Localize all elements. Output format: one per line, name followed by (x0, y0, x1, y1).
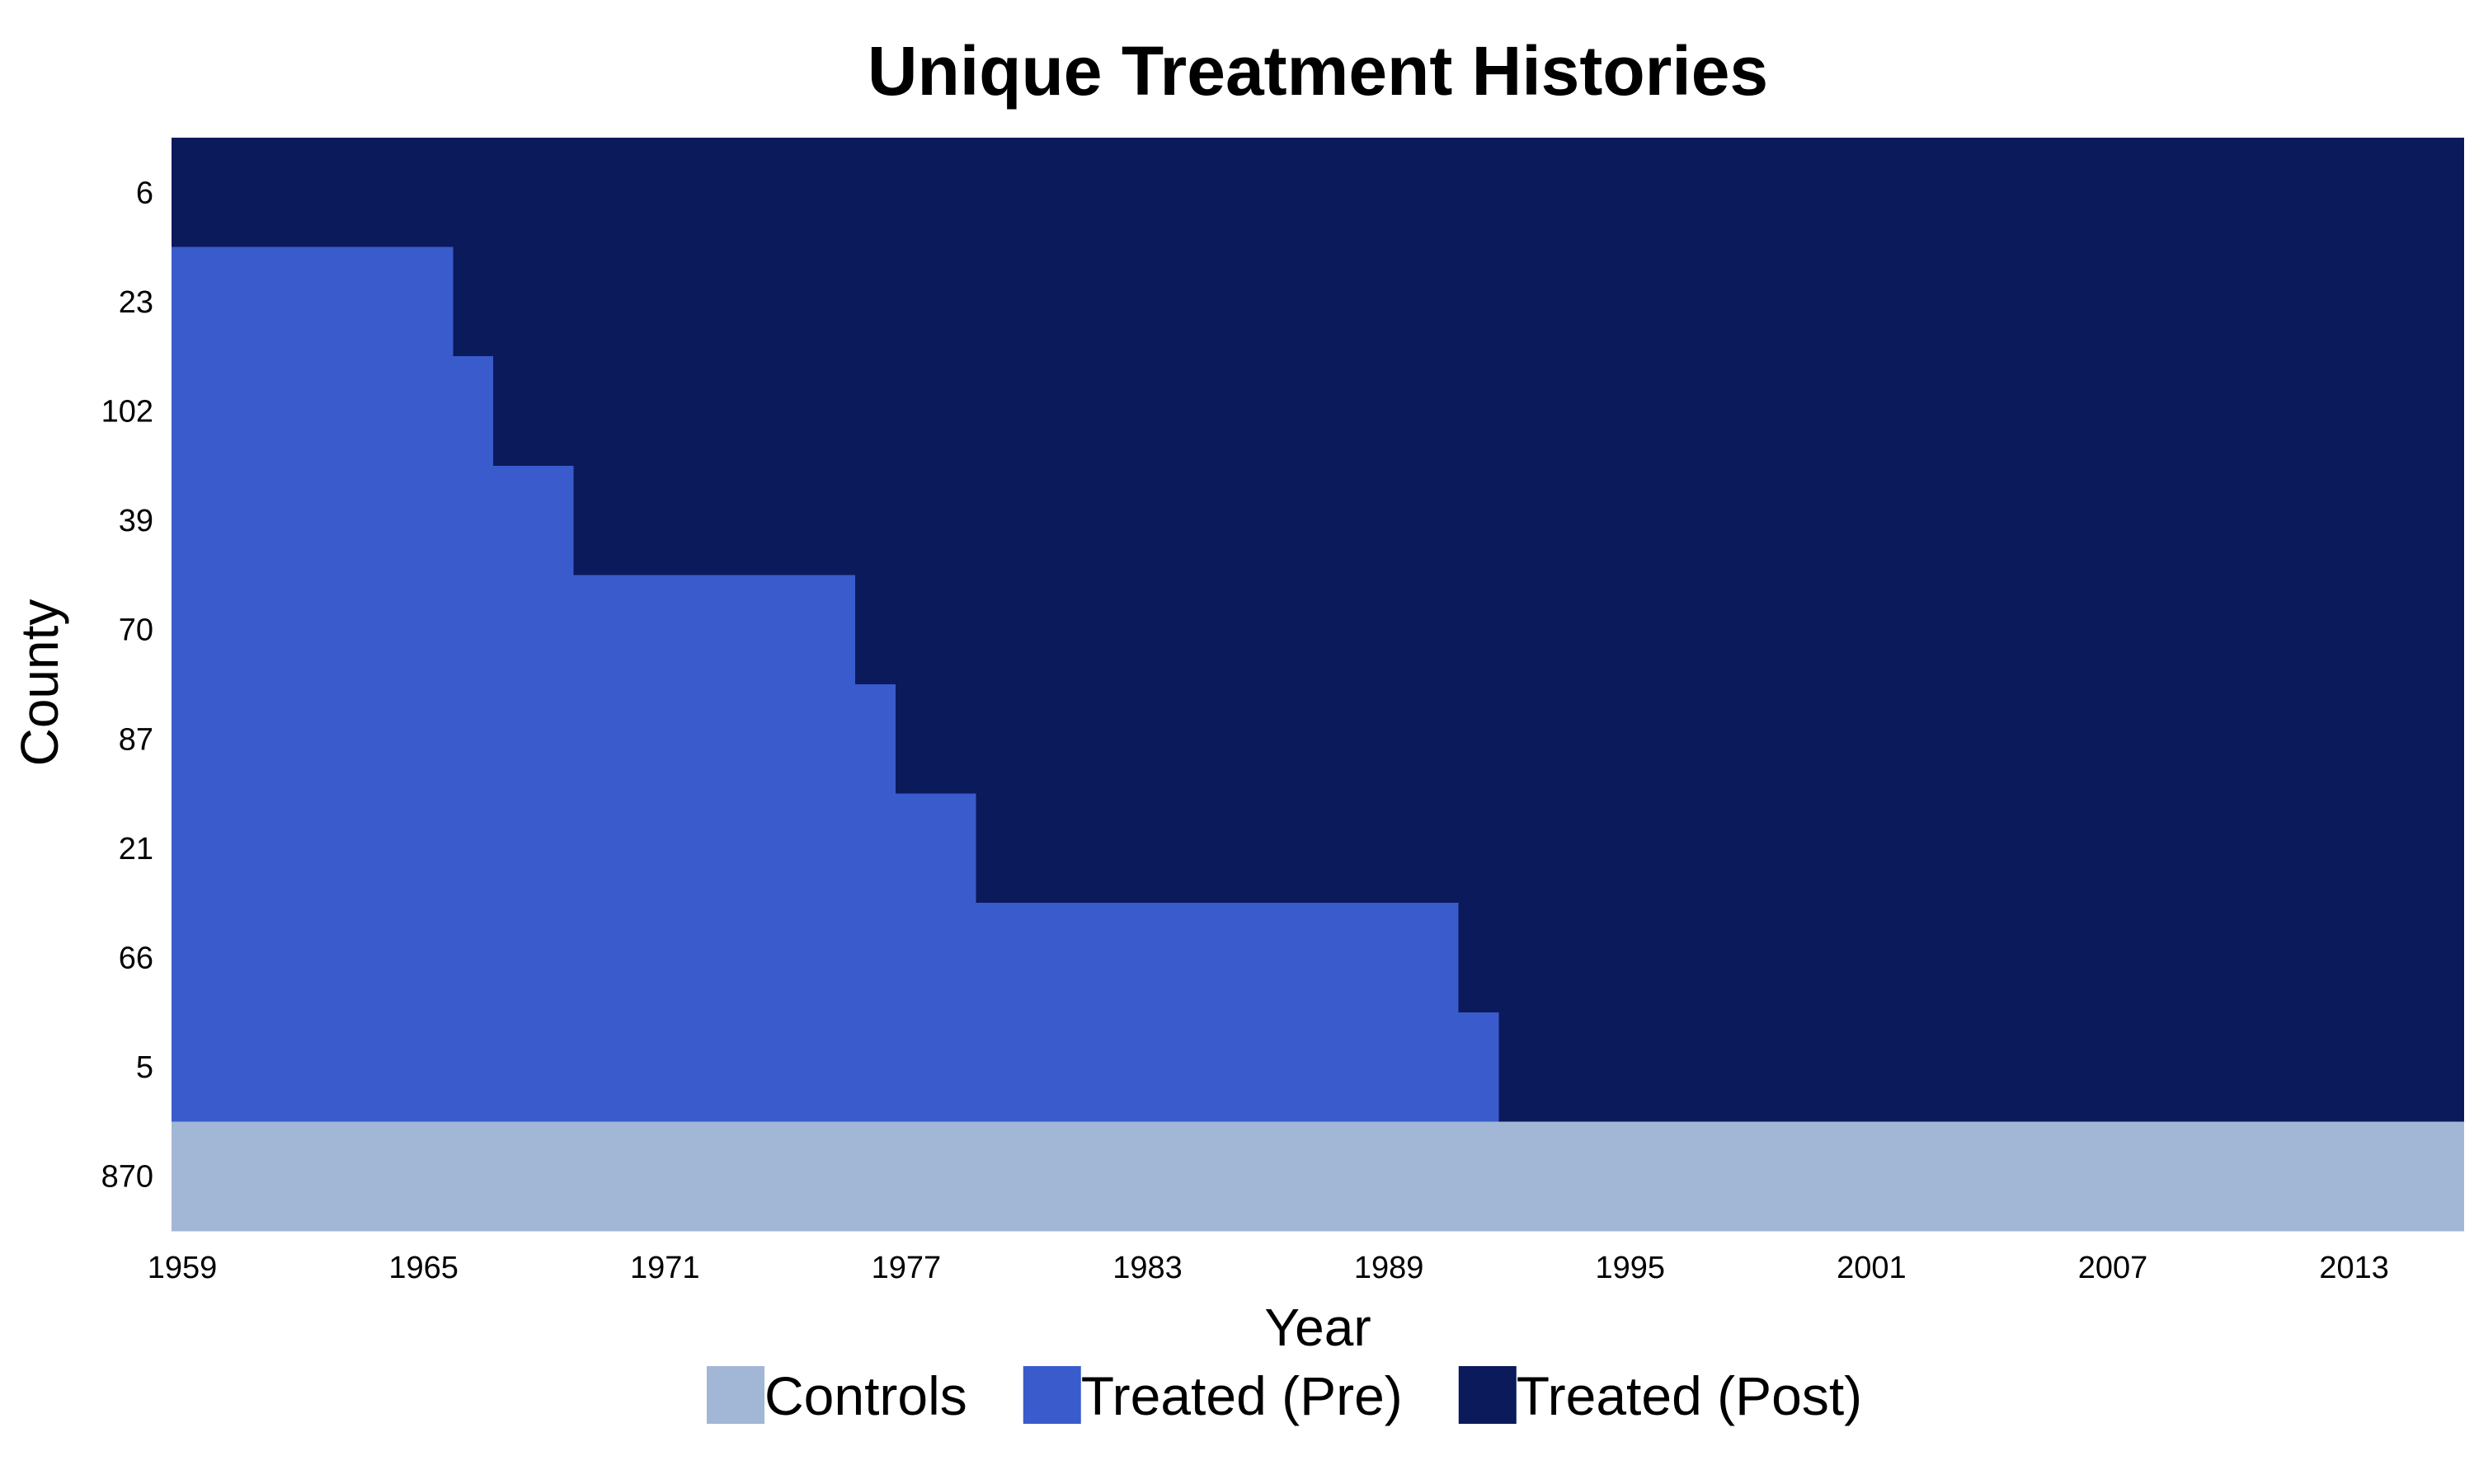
x-axis-ticks: 1959 1965 1971 1977 1983 1989 1995 2001 2007 2013 (148, 1251, 2389, 1285)
cell-post-county-6 (172, 138, 2464, 248)
cell-post-county-5 (1498, 1012, 2464, 1122)
y-tick-label: 102 (101, 395, 153, 430)
legend-label-pre: Treated (Pre) (1081, 1365, 1403, 1426)
y-tick-label: 21 (119, 832, 153, 866)
x-tick-label: 1983 (1112, 1251, 1183, 1285)
x-tick-label: 2013 (2319, 1251, 2389, 1285)
cell-pre-county-102 (172, 356, 494, 467)
cell-pre-county-39 (172, 465, 575, 575)
y-tick-label: 6 (136, 176, 153, 210)
cell-post-county-39 (573, 465, 2465, 575)
legend-swatch-controls (707, 1366, 764, 1424)
plot-area (172, 138, 2465, 1232)
x-tick-label: 1959 (148, 1251, 218, 1285)
cell-pre-county-21 (172, 793, 977, 904)
x-tick-label: 2001 (1837, 1251, 1907, 1285)
x-tick-label: 1965 (388, 1251, 459, 1285)
legend-label-controls: Controls (764, 1365, 967, 1426)
cell-pre-county-70 (172, 575, 856, 685)
x-axis-title: Year (1264, 1298, 1371, 1357)
y-tick-label: 66 (119, 942, 153, 976)
cell-pre-county-5 (172, 1012, 1500, 1122)
cell-post-county-66 (1458, 903, 2464, 1013)
x-tick-label: 2007 (2078, 1251, 2148, 1285)
y-axis-title: County (10, 599, 69, 767)
legend: Controls Treated (Pre) Treated (Post) (707, 1365, 1862, 1426)
y-tick-label: 870 (101, 1160, 153, 1195)
x-tick-label: 1971 (630, 1251, 700, 1285)
cell-post-county-23 (453, 247, 2464, 357)
legend-label-post: Treated (Post) (1517, 1365, 1862, 1426)
x-tick-label: 1977 (872, 1251, 942, 1285)
legend-swatch-post (1458, 1366, 1517, 1424)
y-tick-label: 5 (136, 1050, 153, 1085)
y-tick-label: 87 (119, 722, 153, 757)
x-tick-label: 1989 (1354, 1251, 1424, 1285)
cell-post-county-87 (895, 684, 2464, 795)
chart-title: Unique Treatment Histories (868, 32, 1768, 110)
y-tick-label: 39 (119, 504, 153, 538)
y-tick-label: 70 (119, 613, 153, 648)
legend-swatch-pre (1023, 1366, 1081, 1424)
cell-pre-county-66 (172, 903, 1460, 1013)
y-tick-label: 23 (119, 285, 153, 320)
cell-post-county-102 (493, 356, 2465, 467)
y-axis-ticks: 6 23 102 39 70 87 21 66 5 870 (101, 176, 153, 1194)
cell-post-county-21 (976, 793, 2464, 904)
cell-pre-county-23 (172, 247, 454, 357)
x-tick-label: 1995 (1596, 1251, 1666, 1285)
cell-pre-county-87 (172, 684, 896, 795)
cell-controls-county-870 (172, 1121, 2464, 1232)
cell-post-county-70 (855, 575, 2464, 685)
